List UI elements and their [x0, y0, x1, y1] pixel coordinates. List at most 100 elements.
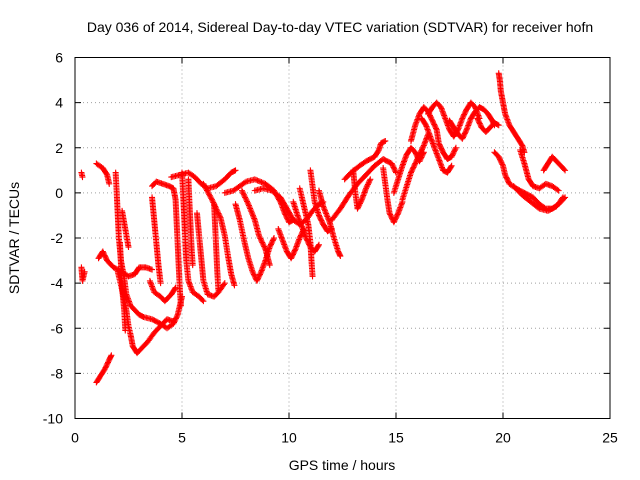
series-track	[296, 185, 316, 280]
data-point	[171, 285, 178, 292]
y-tick-label: 2	[55, 140, 63, 156]
data-point	[462, 108, 469, 115]
data-point	[447, 163, 454, 170]
data-point	[248, 208, 255, 215]
data-point	[103, 363, 110, 370]
data-point	[320, 203, 327, 210]
data-point	[461, 110, 468, 117]
data-point	[242, 195, 249, 202]
data-point	[356, 201, 363, 208]
data-point	[220, 281, 227, 288]
data-point	[496, 155, 503, 162]
data-point	[250, 214, 257, 221]
data-point	[459, 135, 466, 142]
series-track	[517, 147, 562, 194]
data-point	[448, 153, 455, 160]
data-point	[535, 204, 542, 211]
data-point	[356, 200, 363, 207]
x-tick-label: 5	[178, 430, 186, 446]
data-point	[416, 151, 423, 158]
data-point	[460, 112, 467, 119]
y-tick-label: 0	[55, 185, 63, 201]
data-point	[202, 184, 209, 191]
data-point	[392, 168, 399, 175]
data-point	[269, 238, 276, 245]
data-point	[199, 297, 206, 304]
data-point	[435, 140, 442, 147]
data-point	[499, 161, 506, 168]
data-point	[201, 182, 208, 189]
data-point	[231, 282, 238, 289]
series-track	[495, 70, 528, 156]
data-point	[366, 177, 373, 184]
data-point	[318, 217, 325, 224]
data-point	[203, 187, 210, 194]
data-point	[209, 198, 216, 205]
series-track	[399, 131, 432, 203]
data-point	[429, 117, 436, 124]
data-point	[358, 197, 365, 204]
data-point	[415, 152, 422, 159]
data-point	[317, 216, 324, 223]
data-point	[238, 187, 245, 194]
series-track	[179, 169, 207, 305]
data-point	[355, 204, 362, 211]
data-point	[386, 210, 393, 217]
data-point	[417, 150, 424, 157]
data-point	[282, 212, 289, 219]
data-point	[261, 243, 268, 250]
data-point	[101, 252, 108, 259]
data-point	[355, 203, 362, 210]
series-track	[185, 176, 196, 269]
data-point	[288, 254, 295, 261]
data-point	[503, 175, 510, 182]
data-point	[337, 253, 344, 260]
data-point	[258, 238, 265, 245]
series-track	[315, 187, 344, 260]
data-point	[254, 276, 261, 283]
data-point	[251, 215, 258, 222]
data-point	[411, 161, 418, 168]
data-point	[289, 251, 296, 258]
data-point	[461, 111, 468, 118]
data-point	[560, 166, 567, 173]
series-track	[93, 352, 115, 386]
data-point	[283, 214, 290, 221]
data-point	[387, 212, 394, 219]
data-point	[559, 195, 566, 202]
data-point	[408, 168, 415, 175]
data-point	[505, 178, 512, 185]
data-point	[497, 157, 504, 164]
data-point	[315, 212, 322, 219]
data-point	[412, 160, 419, 167]
data-point	[354, 205, 361, 212]
data-point	[367, 176, 374, 183]
data-point	[459, 115, 466, 122]
data-point	[108, 352, 115, 359]
data-point	[461, 131, 468, 138]
data-point	[449, 151, 456, 158]
data-point	[475, 117, 482, 124]
data-point	[289, 252, 296, 259]
x-tick-label: 0	[71, 430, 79, 446]
x-tick-label: 25	[602, 430, 618, 446]
data-point	[253, 277, 260, 284]
data-point	[245, 202, 252, 209]
data-point	[243, 197, 250, 204]
data-point	[291, 248, 298, 255]
series-track	[95, 248, 156, 280]
data-point	[106, 180, 113, 187]
data-point	[297, 233, 304, 240]
data-point	[451, 147, 458, 154]
data-point	[366, 178, 373, 185]
data-point	[100, 249, 107, 256]
y-tick-label: -6	[51, 320, 64, 336]
data-point	[260, 242, 267, 249]
data-point	[502, 171, 509, 178]
data-point	[420, 143, 427, 150]
data-point	[418, 146, 425, 153]
data-point	[428, 115, 435, 122]
data-point	[388, 160, 395, 167]
y-tick-labels: -10 -8 -6 -4 -2 0 2 4 6	[43, 50, 63, 427]
data-point	[291, 247, 298, 254]
